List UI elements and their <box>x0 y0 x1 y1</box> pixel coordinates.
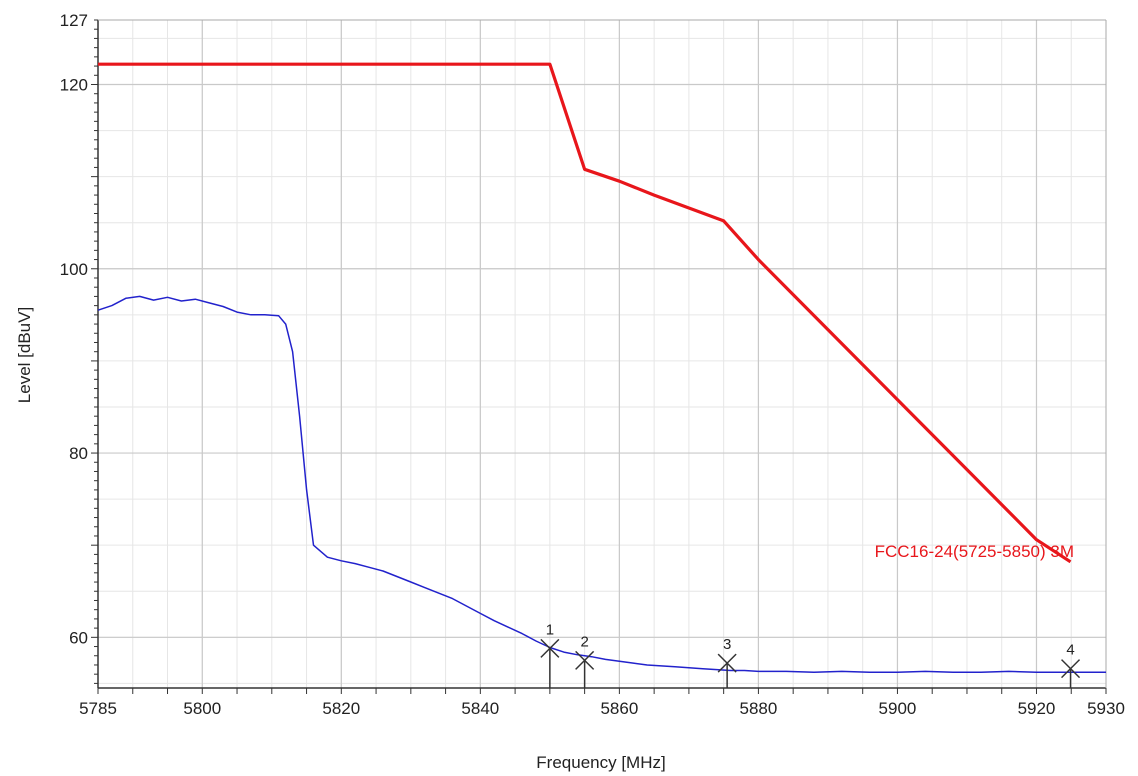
x-tick-label: 5820 <box>322 699 360 718</box>
x-tick-label: 5800 <box>183 699 221 718</box>
x-tick-label: 5860 <box>600 699 638 718</box>
series-layer <box>97 62 1106 674</box>
x-tick-label: 5900 <box>879 699 917 718</box>
x-tick-label: 5880 <box>739 699 777 718</box>
x-tick-label: 5920 <box>1018 699 1056 718</box>
marker-label: 2 <box>580 633 588 650</box>
x-axis-ticks: 5785 5800 5820 5840 5860 5880 5900 5920 5930 <box>79 699 1125 718</box>
y-tick-label: 60 <box>69 628 88 647</box>
marker-label: 3 <box>723 636 731 653</box>
x-tick-label: 5930 <box>1087 699 1125 718</box>
x-tick-label: 5840 <box>461 699 499 718</box>
y-axis-ticks: 127 120 100 80 60 <box>60 11 88 647</box>
marker-cross <box>1061 659 1081 679</box>
measurement-trace <box>97 295 1106 674</box>
y-tick-label: 120 <box>60 75 88 94</box>
marker-label: 4 <box>1066 642 1074 659</box>
limit-line <box>98 62 1072 564</box>
x-axis-title: Frequency [MHz] <box>536 753 665 772</box>
y-tick-label: 100 <box>60 260 88 279</box>
minor-grid <box>97 20 1107 688</box>
marker-cross <box>717 653 737 673</box>
marker-layer: 1 2 3 4 <box>540 621 1081 688</box>
major-grid <box>98 20 1106 688</box>
marker-cross <box>540 638 560 658</box>
y-tick-label: 80 <box>69 444 88 463</box>
plot-frame <box>91 19 1107 694</box>
y-tick-label: 127 <box>60 11 88 30</box>
y-axis-title: Level [dBuV] <box>15 307 34 403</box>
x-tick-label: 5785 <box>79 699 117 718</box>
marker-cross <box>575 650 595 670</box>
marker-label: 1 <box>546 621 554 638</box>
limit-line-label: FCC16-24(5725-5850) 3M <box>875 542 1074 561</box>
